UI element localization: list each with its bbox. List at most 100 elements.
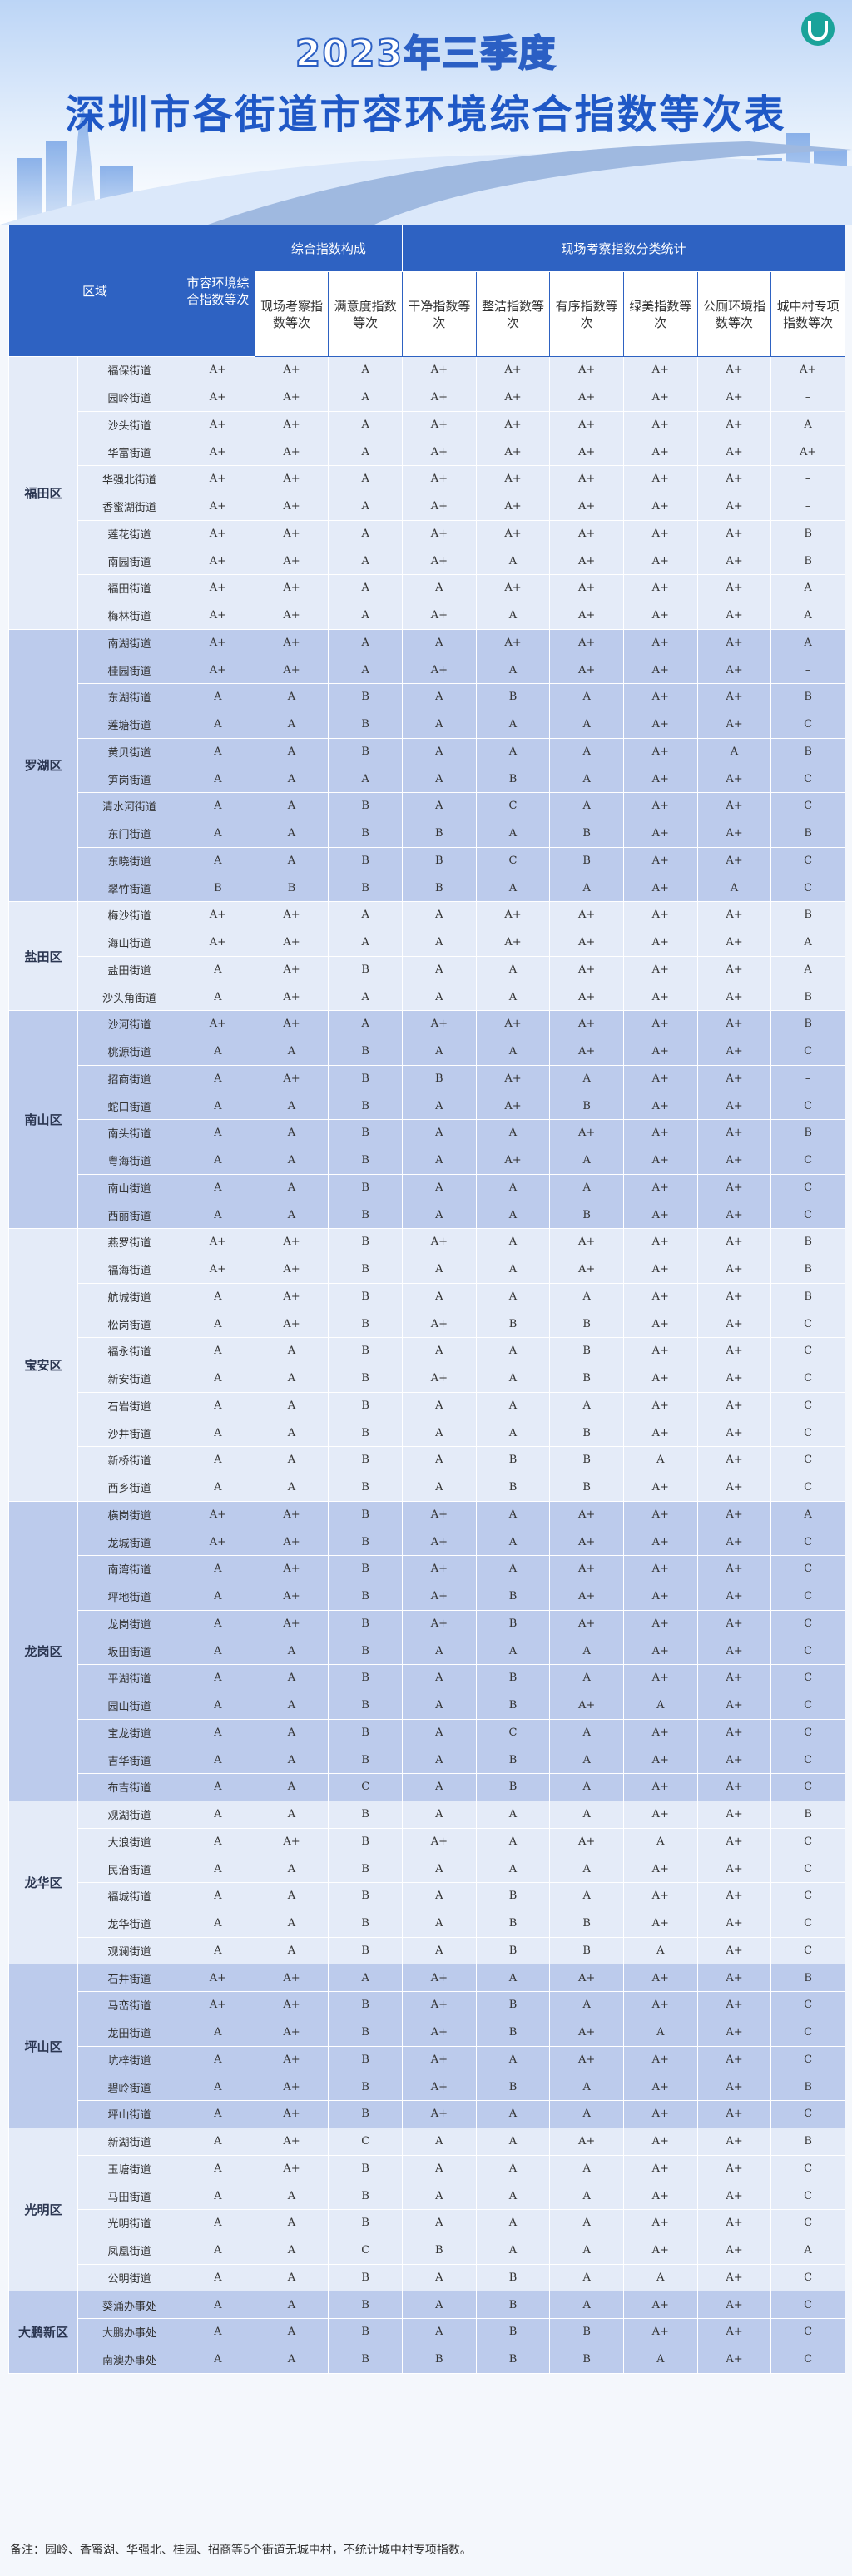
grade-cell: C bbox=[328, 2236, 403, 2265]
grade-cell: A bbox=[181, 2127, 255, 2156]
grade-cell: A+ bbox=[549, 1555, 624, 1583]
grade-cell: A+ bbox=[402, 1827, 477, 1856]
street-cell: 龙华街道 bbox=[77, 1909, 182, 1938]
grade-cell: B bbox=[770, 983, 845, 1011]
grade-cell: A+ bbox=[622, 1119, 698, 1147]
grade-cell: B bbox=[549, 1909, 624, 1938]
grade-cell: A+ bbox=[696, 2018, 772, 2047]
grade-cell: B bbox=[328, 683, 403, 711]
grade-cell: A bbox=[549, 765, 624, 793]
grade-cell: C bbox=[770, 1037, 845, 1066]
street-cell: 蛇口街道 bbox=[77, 1092, 182, 1120]
grade-cell: A+ bbox=[696, 1173, 772, 1202]
grade-cell: A+ bbox=[254, 356, 329, 384]
grade-cell: A bbox=[328, 356, 403, 384]
grade-cell: B bbox=[770, 819, 845, 848]
grade-cell: C bbox=[770, 1173, 845, 1202]
grade-cell: A bbox=[549, 2263, 624, 2292]
grade-cell: A+ bbox=[696, 1255, 772, 1284]
grade-cell: A bbox=[402, 1419, 477, 1447]
grade-cell: A bbox=[181, 1446, 255, 1474]
grade-cell: A+ bbox=[696, 356, 772, 384]
grade-cell: A+ bbox=[622, 1773, 698, 1801]
grade-cell: A bbox=[622, 1936, 698, 1965]
grade-cell: A+ bbox=[622, 1909, 698, 1938]
grade-cell: A bbox=[181, 2209, 255, 2237]
grade-cell: A+ bbox=[622, 656, 698, 684]
grade-cell: B bbox=[402, 874, 477, 902]
grade-cell: A+ bbox=[181, 438, 255, 466]
grade-cell: B bbox=[328, 955, 403, 984]
grade-cell: A bbox=[181, 1827, 255, 1856]
grade-cell: A bbox=[770, 2236, 845, 2265]
grade-cell: A bbox=[181, 1119, 255, 1147]
grade-cell: A+ bbox=[696, 1146, 772, 1175]
grade-cell: B bbox=[549, 1337, 624, 1365]
grade-cell: A+ bbox=[696, 2291, 772, 2319]
grade-cell: B bbox=[475, 1936, 551, 1965]
grade-cell: A bbox=[254, 1173, 329, 1202]
table-row: 海山街道 A+ A+ A A A+ A+ A+ A+ A bbox=[9, 928, 845, 957]
grade-cell: C bbox=[770, 2182, 845, 2210]
grade-cell: A+ bbox=[475, 465, 551, 493]
grade-cell: A+ bbox=[254, 2127, 329, 2156]
grade-cell: B bbox=[770, 1800, 845, 1829]
grade-cell: A+ bbox=[549, 410, 624, 439]
grade-cell: B bbox=[328, 1718, 403, 1747]
table-row: 福城街道 A A B A B A A+ A+ C bbox=[9, 1882, 845, 1910]
table-row: 坪地街道 A A+ B A+ B A+ A+ A+ C bbox=[9, 1582, 845, 1611]
table-row: 南山区 沙河街道 A+ A+ A A+ A+ A+ A+ A+ B bbox=[8, 1010, 845, 1229]
grade-cell: A+ bbox=[549, 383, 624, 412]
street-cell: 大鹏办事处 bbox=[77, 2318, 182, 2346]
table-row: 莲花街道 A+ A+ A A+ A+ A+ A+ A+ B bbox=[9, 519, 845, 548]
grade-cell: A+ bbox=[696, 1555, 772, 1583]
grade-cell: A bbox=[181, 1582, 255, 1611]
table-row: 玉塘街道 A A+ B A A A A+ A+ C bbox=[9, 2154, 845, 2183]
grade-cell: B bbox=[328, 737, 403, 766]
grade-cell: A+ bbox=[696, 1827, 772, 1856]
street-cell: 华强北街道 bbox=[77, 465, 182, 493]
grade-cell: A+ bbox=[402, 438, 477, 466]
street-cell: 平湖街道 bbox=[77, 1664, 182, 1692]
grade-cell: A bbox=[402, 1092, 477, 1120]
grade-cell: B bbox=[770, 1282, 845, 1311]
grade-cell: A bbox=[402, 1446, 477, 1474]
grade-cell: A bbox=[328, 765, 403, 793]
street-cell: 沙头街道 bbox=[77, 410, 182, 439]
grade-cell: A bbox=[402, 737, 477, 766]
street-cell: 坑梓街道 bbox=[77, 2045, 182, 2074]
grade-cell: B bbox=[328, 2154, 403, 2183]
grade-cell: B bbox=[328, 1092, 403, 1120]
grade-cell: A bbox=[181, 1609, 255, 1638]
grade-cell: A+ bbox=[622, 574, 698, 602]
grade-cell: A+ bbox=[549, 1691, 624, 1720]
grade-cell: C bbox=[770, 1337, 845, 1365]
grade-cell: B bbox=[770, 1119, 845, 1147]
street-cell: 福永街道 bbox=[77, 1337, 182, 1365]
grade-cell: A+ bbox=[622, 1664, 698, 1692]
grade-cell: B bbox=[328, 1855, 403, 1883]
grade-cell: A bbox=[622, 2018, 698, 2047]
grade-cell: A+ bbox=[696, 2073, 772, 2101]
street-cell: 福保街道 bbox=[77, 356, 182, 384]
grade-cell: A bbox=[254, 1419, 329, 1447]
grade-cell: A+ bbox=[696, 383, 772, 412]
grade-cell: A+ bbox=[475, 356, 551, 384]
grade-cell: A bbox=[549, 1146, 624, 1175]
table-row: 香蜜湖街道 A+ A+ A A+ A+ A+ A+ A+ – bbox=[9, 492, 845, 521]
grade-cell: A+ bbox=[622, 2073, 698, 2101]
grade-cell: A bbox=[549, 1991, 624, 2019]
table-row: 桂园街道 A+ A+ A A+ A A+ A+ A+ – bbox=[9, 656, 845, 684]
grade-cell: A+ bbox=[622, 737, 698, 766]
grade-cell: A+ bbox=[622, 1092, 698, 1120]
grade-cell: B bbox=[254, 874, 329, 902]
table-row: 马田街道 A A B A A A A+ A+ C bbox=[9, 2182, 845, 2210]
grade-cell: A+ bbox=[622, 1609, 698, 1638]
grade-cell: A bbox=[770, 601, 845, 630]
grade-cell: B bbox=[402, 819, 477, 848]
table-row: 福田区 福保街道 A+ A+ A A+ A+ A+ A+ A+ A+ bbox=[8, 356, 845, 630]
table-row: 坂田街道 A A B A A A A+ A+ C bbox=[9, 1637, 845, 1665]
table-row: 新桥街道 A A B A B B A A+ C bbox=[9, 1446, 845, 1474]
grade-cell: A+ bbox=[402, 465, 477, 493]
grade-cell: A+ bbox=[622, 547, 698, 575]
